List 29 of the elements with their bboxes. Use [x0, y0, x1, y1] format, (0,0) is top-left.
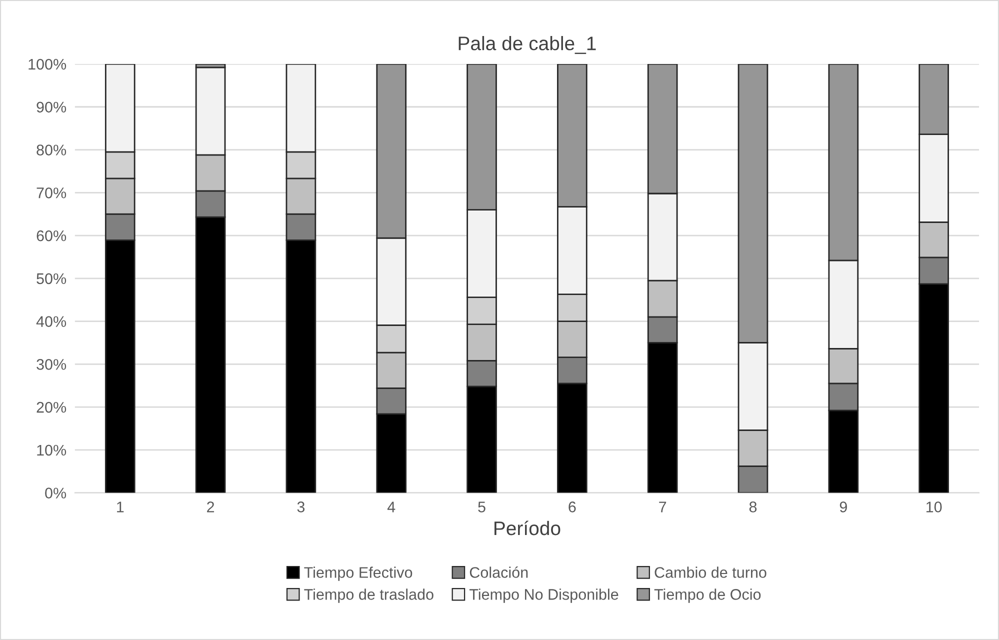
y-tick-label: 0% [45, 488, 66, 498]
y-tick-label: 50% [36, 273, 66, 284]
x-tick-label: 7 [659, 502, 666, 512]
x-tick-label: 6 [568, 502, 576, 512]
x-tick-label: 2 [207, 502, 214, 512]
x-tick-label: 8 [749, 502, 757, 512]
x-tick-label: 10 [926, 502, 942, 512]
y-tick-label: 80% [36, 144, 66, 156]
x-tick-label: 5 [478, 502, 486, 512]
y-tick-label: 70% [36, 188, 66, 198]
y-tick-label: 30% [36, 359, 66, 370]
x-tick-label: 4 [387, 502, 396, 512]
x-tick-label: 1 [117, 502, 124, 512]
legend-label: Tiempo No Disponible [469, 588, 618, 603]
x-tick-label: 9 [840, 502, 847, 512]
legend-label: Cambio de turno [654, 566, 766, 578]
y-tick-label: 100% [28, 58, 66, 70]
legend-label: Tiempo de traslado [304, 588, 434, 603]
y-tick-label: 10% [37, 444, 66, 456]
y-tick-label: 20% [36, 402, 66, 413]
legend-label: Colación [470, 566, 528, 578]
chart-title: Pala de cable_1 [458, 36, 596, 54]
y-tick-label: 90% [36, 102, 66, 113]
legend-label: Tiempo de Ocio [654, 588, 761, 603]
y-tick-label: 60% [36, 230, 66, 242]
x-axis-title: Período [494, 520, 560, 536]
y-tick-label: 40% [36, 316, 66, 327]
legend-label: Tiempo Efectivo [304, 566, 412, 581]
x-tick-label: 3 [297, 502, 305, 512]
